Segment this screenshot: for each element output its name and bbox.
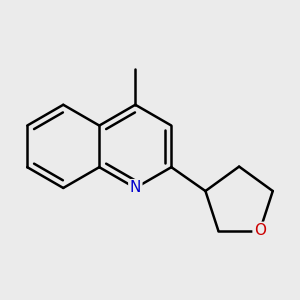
Text: O: O (254, 223, 266, 238)
Text: N: N (130, 181, 141, 196)
